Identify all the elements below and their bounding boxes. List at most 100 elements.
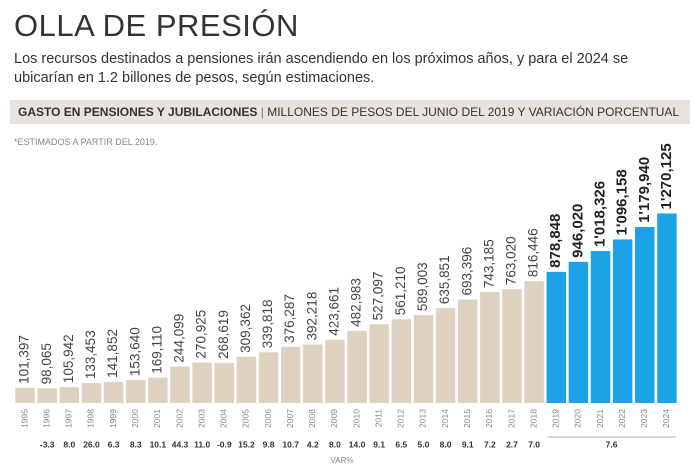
variation-label: 7.2 xyxy=(484,439,496,449)
variation-label: 11.0 xyxy=(194,439,210,449)
x-tick-label: 2014 xyxy=(440,409,450,428)
bar xyxy=(590,251,611,403)
value-label: 309,362 xyxy=(238,304,253,353)
bar xyxy=(435,308,456,403)
bar xyxy=(524,281,544,403)
bar xyxy=(657,213,677,403)
value-label: 392,218 xyxy=(304,292,319,341)
x-tick-label: 1998 xyxy=(86,409,96,428)
value-label: 270,925 xyxy=(194,310,209,359)
value-label: 816,446 xyxy=(526,228,541,277)
bar xyxy=(103,381,124,403)
bar xyxy=(635,226,655,403)
variation-label: 15.2 xyxy=(238,439,255,449)
variation-label: 8.0 xyxy=(63,439,75,449)
value-label: 98,065 xyxy=(39,343,54,384)
bar xyxy=(81,383,102,403)
x-tick-label: 2018 xyxy=(528,409,538,428)
variation-label: 4.2 xyxy=(307,439,319,449)
value-label: 878,848 xyxy=(547,214,564,268)
x-tick-label: 2023 xyxy=(639,409,649,428)
variation-label: 9.8 xyxy=(263,439,275,449)
variation-label: 10.7 xyxy=(282,439,299,449)
bar xyxy=(37,388,57,403)
section-subtitle: MILLONES DE PESOS DEL JUNIO DEL 2019 Y V… xyxy=(267,105,680,119)
bar xyxy=(568,261,589,403)
value-label: 133,453 xyxy=(83,330,98,379)
x-tick-label: 2005 xyxy=(241,409,251,428)
value-label: 376,287 xyxy=(282,294,297,343)
x-tick-label: 2020 xyxy=(573,409,583,428)
section-band: GASTO EN PENSIONES Y JUBILACIONES | MILL… xyxy=(10,100,690,124)
variation-axis-label: VAR% xyxy=(331,456,354,465)
x-tick-label: 2024 xyxy=(661,409,671,428)
bar xyxy=(148,377,168,403)
variation-label: 10.1 xyxy=(150,439,167,449)
bar xyxy=(457,299,478,403)
bar xyxy=(125,380,146,403)
x-tick-label: 2013 xyxy=(418,409,428,428)
value-label: 743,185 xyxy=(481,239,496,288)
value-label: 482,983 xyxy=(349,278,364,327)
value-label: 561,210 xyxy=(393,266,408,315)
variation-label: 6.3 xyxy=(108,439,120,449)
value-label: 1'179,940 xyxy=(636,157,653,223)
variation-label: -3.3 xyxy=(40,439,55,449)
section-title: GASTO EN PENSIONES Y JUBILACIONES xyxy=(18,105,258,119)
value-label: 244,099 xyxy=(172,314,187,363)
value-label: 589,003 xyxy=(415,262,430,311)
chart-subtitle: Los recursos destinados a pensiones irán… xyxy=(14,51,629,86)
note: *ESTIMADOS A PARTIR DEL 2019. xyxy=(14,137,158,147)
value-label: 1'270,125 xyxy=(658,143,675,209)
variation-label: 8.0 xyxy=(329,439,341,449)
value-label: 101,397 xyxy=(17,335,32,384)
bar xyxy=(502,289,522,403)
variation-label: 44.3 xyxy=(172,439,189,449)
value-label: 423,661 xyxy=(326,287,341,336)
x-tick-label: 2007 xyxy=(285,409,295,428)
variation-label: 26.0 xyxy=(83,439,100,449)
value-label: 693,396 xyxy=(459,247,474,296)
bar xyxy=(413,315,434,403)
x-tick-label: 2015 xyxy=(462,409,472,428)
x-tick-label: 2000 xyxy=(130,409,140,428)
x-tick-label: 2001 xyxy=(152,409,162,428)
bar xyxy=(369,324,389,403)
x-tick-label: 2017 xyxy=(506,409,516,428)
value-label: 268,619 xyxy=(216,310,231,359)
value-label: 105,942 xyxy=(61,334,76,383)
bar xyxy=(391,319,412,403)
x-tick-label: 1999 xyxy=(108,409,118,428)
variation-label: 7.0 xyxy=(528,439,540,449)
bar xyxy=(280,346,301,403)
bar xyxy=(303,344,323,403)
x-tick-label: 2019 xyxy=(551,409,561,428)
value-label: 1'018,326 xyxy=(592,181,609,247)
bar xyxy=(612,239,633,403)
variation-label: 5.0 xyxy=(418,439,430,449)
x-tick-label: 2010 xyxy=(351,409,361,428)
x-tick-label: 2021 xyxy=(595,409,605,428)
value-label: 1'096,158 xyxy=(614,169,631,235)
variation-label: 9.1 xyxy=(373,439,385,449)
x-tick-label: 2003 xyxy=(196,409,206,428)
x-tick-label: 2016 xyxy=(484,409,494,428)
value-label: 169,110 xyxy=(149,326,164,374)
variation-label: 8.3 xyxy=(130,439,142,449)
bar xyxy=(236,356,257,403)
value-label: 153,640 xyxy=(127,327,142,376)
variation-label: -0.9 xyxy=(217,439,232,449)
bar xyxy=(325,339,345,403)
value-label: 946,020 xyxy=(569,204,586,258)
x-tick-label: 2004 xyxy=(219,409,229,428)
bar xyxy=(214,362,235,403)
bar xyxy=(258,352,279,403)
x-tick-label: 2006 xyxy=(263,409,273,428)
bar xyxy=(480,292,500,403)
value-label: 141,852 xyxy=(105,329,120,378)
bar xyxy=(192,362,212,403)
x-tick-label: 1995 xyxy=(19,409,29,428)
variation-label: 14.0 xyxy=(349,439,366,449)
variation-label: 6.5 xyxy=(395,439,407,449)
